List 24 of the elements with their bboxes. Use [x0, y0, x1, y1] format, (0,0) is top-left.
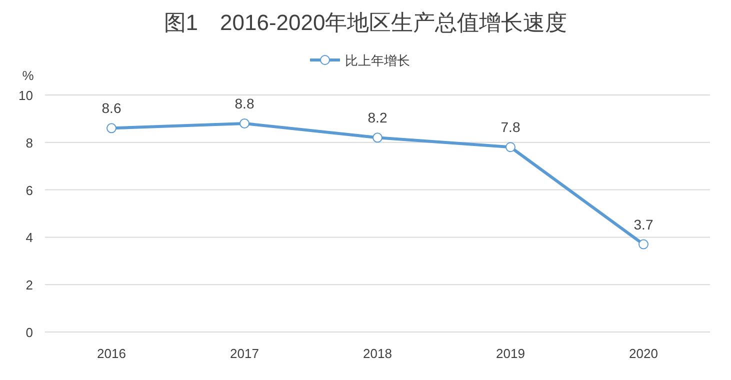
point [506, 142, 516, 152]
point [638, 239, 648, 250]
data-label: 3.7 [634, 216, 654, 232]
x-tick-label: 2017 [230, 346, 259, 361]
data-label: 7.8 [500, 119, 520, 136]
y-tick-label: 4 [26, 230, 33, 246]
y-tick-label: 0 [26, 325, 33, 340]
x-tick-label: 2019 [496, 346, 525, 361]
data-label: 8.8 [234, 95, 254, 112]
data-label: 8.6 [102, 100, 122, 116]
chart-title: 图1 2016-2020年地区生产总值增长速度 [164, 10, 568, 35]
legend-label: 比上年增长 [345, 53, 410, 68]
point [372, 132, 382, 143]
y-axis-title: % [22, 68, 34, 83]
x-tick-label: 2016 [97, 346, 126, 361]
data-label: 8.2 [368, 110, 388, 126]
x-tick-label: 2018 [363, 346, 392, 361]
point [106, 123, 116, 134]
point [240, 118, 250, 128]
y-tick-label: 6 [26, 182, 33, 198]
y-tick-label: 8 [26, 135, 33, 150]
x-tick-label: 2020 [629, 346, 658, 361]
y-tick-label: 2 [26, 278, 33, 293]
y-tick-label: 10 [18, 88, 33, 103]
